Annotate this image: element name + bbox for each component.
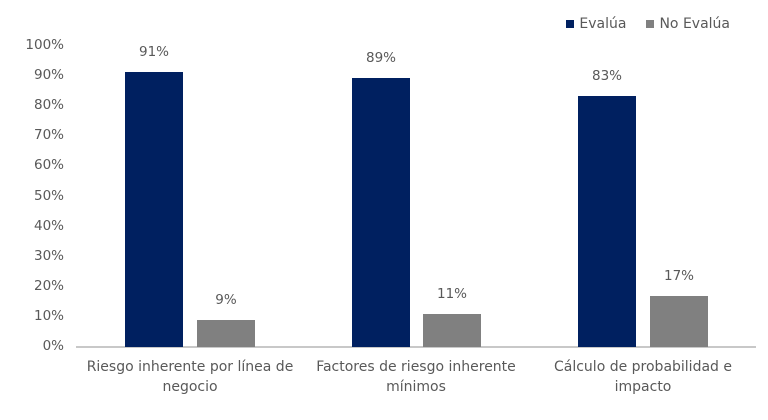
legend-item-no-evalua: No Evalúa <box>646 16 730 32</box>
bar-evalua <box>578 96 636 347</box>
data-label: 17% <box>663 267 694 284</box>
bar-no-evalua <box>650 295 708 347</box>
category-label-line: impacto <box>614 379 672 395</box>
legend-swatch-no-evalua-icon <box>646 20 655 28</box>
category-label: Factores de riesgo inherente mínimos <box>302 357 530 397</box>
bar-no-evalua <box>423 313 481 347</box>
bar-no-evalua <box>197 319 255 347</box>
y-tick-label: 70% <box>33 127 64 143</box>
y-tick-label: 20% <box>33 278 64 294</box>
bar-evalua <box>352 78 410 347</box>
y-tick-label: 10% <box>33 308 64 324</box>
legend-label: Evalúa <box>579 16 627 32</box>
y-tick-label: 50% <box>33 188 64 204</box>
data-label: 91% <box>138 44 169 61</box>
legend-item-evalua: Evalúa <box>566 16 626 32</box>
category-label: Riesgo inherente por línea de negocio <box>76 357 304 397</box>
y-tick-label: 80% <box>33 97 64 113</box>
legend: Evalúa No Evalúa <box>566 16 730 32</box>
category-label-line: mínimos <box>386 379 446 395</box>
data-label: 89% <box>365 50 396 67</box>
y-tick-label: 40% <box>33 218 64 234</box>
y-tick-label: 100% <box>25 37 64 53</box>
data-label: 83% <box>591 68 622 85</box>
legend-label: No Evalúa <box>659 16 730 32</box>
category-label-line: Cálculo de probabilidad e <box>553 359 732 375</box>
data-label: 11% <box>436 285 467 302</box>
category-label-line: Factores de riesgo inherente <box>316 359 516 375</box>
x-axis-line <box>76 346 756 348</box>
category-label-line: Riesgo inherente por línea de <box>86 359 294 375</box>
y-tick-label: 90% <box>33 67 64 83</box>
bar-evalua <box>125 72 183 347</box>
legend-swatch-evalua-icon <box>566 20 575 28</box>
data-label: 9% <box>215 291 237 308</box>
y-tick-label: 60% <box>33 157 64 173</box>
y-tick-label: 0% <box>42 338 64 354</box>
category-label: Cálculo de probabilidad e impacto <box>529 357 757 397</box>
y-tick-label: 30% <box>33 248 64 264</box>
category-label-line: negocio <box>162 379 218 395</box>
